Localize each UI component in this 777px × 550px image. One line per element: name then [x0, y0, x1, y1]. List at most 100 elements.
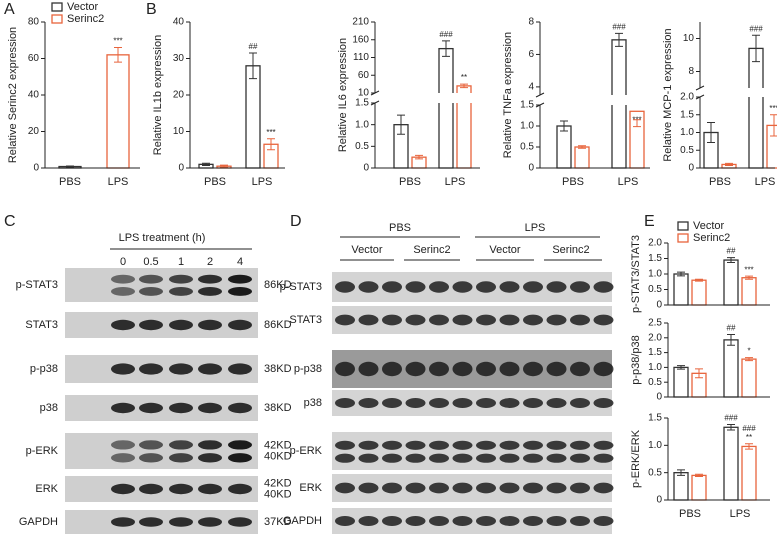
bar	[723, 339, 739, 398]
y-axis-title: Relative TNFa expression	[502, 32, 514, 158]
blot-band	[452, 440, 473, 450]
blot-band	[169, 453, 193, 463]
blot-band	[358, 440, 379, 450]
y-tick-label: 20	[28, 126, 40, 137]
blot-band	[111, 319, 135, 331]
blot-band	[228, 483, 252, 495]
y-tick-label: 10	[358, 88, 370, 99]
blot-band	[593, 482, 614, 494]
error-bar	[267, 138, 275, 151]
blot-band	[382, 440, 402, 450]
error-bar	[615, 32, 623, 47]
error-bar	[725, 162, 733, 167]
blot-band	[382, 453, 402, 463]
lane-label: 2	[207, 256, 213, 268]
blot-band	[111, 402, 135, 414]
y-tick-label: 0	[656, 495, 662, 506]
x-tick-label: LPS	[445, 176, 466, 188]
blot-band	[358, 398, 379, 408]
blot-band	[523, 361, 543, 377]
significance-label: ###	[612, 22, 626, 31]
blot-band	[198, 453, 222, 463]
blot-size: 86KD	[264, 319, 292, 331]
error-bar	[578, 145, 586, 149]
blot-band	[429, 361, 449, 377]
blot-band	[228, 274, 252, 284]
blot-row-label: p38	[304, 397, 322, 409]
axis-break-gap	[694, 88, 775, 97]
y-tick-label: 0.5	[648, 377, 662, 388]
y-tick-label: 1.0	[648, 440, 662, 451]
significance-label: **	[746, 433, 752, 442]
bar	[723, 259, 739, 306]
error-bar	[397, 114, 405, 135]
y-tick-label: 0.5	[648, 284, 662, 295]
error-bar	[727, 424, 735, 431]
y-tick-label: 1.0	[520, 121, 534, 132]
error-bar	[560, 120, 568, 132]
blot-band	[476, 453, 496, 463]
blot-band	[570, 453, 590, 463]
bar	[748, 47, 764, 169]
blot-band	[358, 314, 379, 326]
error-bar	[727, 334, 735, 346]
blot-band	[523, 440, 543, 450]
blot-row-label: ERK	[35, 483, 58, 495]
blot-row-label: p38	[40, 402, 58, 414]
blot-band	[169, 274, 193, 284]
error-bar	[745, 275, 753, 280]
y-tick-label: 160	[352, 34, 369, 45]
y-tick-label: 60	[28, 53, 40, 64]
x-tick-label: PBS	[59, 176, 81, 188]
blot-band	[139, 274, 163, 284]
blot-row-label: GAPDH	[283, 515, 322, 527]
significance-label: ##	[249, 42, 258, 51]
blot-band	[405, 361, 426, 377]
error-bar	[677, 365, 685, 370]
blot-band	[476, 516, 496, 526]
blot-band	[382, 281, 402, 293]
blot-band	[111, 274, 135, 284]
bar	[673, 366, 689, 398]
blot-band	[228, 517, 252, 527]
blot-band	[139, 287, 163, 296]
axis-break-gap	[534, 95, 650, 105]
group-label: LPS	[525, 222, 546, 234]
blot-band	[228, 287, 252, 296]
blot-band	[139, 517, 163, 527]
blot-band	[198, 483, 222, 495]
significance-label: *	[747, 347, 750, 356]
blot-row-label: ERK	[299, 482, 322, 494]
blot-band	[570, 516, 590, 526]
y-tick-label: 0.5	[520, 142, 534, 153]
blot-band	[570, 398, 590, 408]
blot-band	[358, 361, 379, 377]
blot-band	[429, 453, 449, 463]
error-bar	[707, 122, 715, 143]
blot-row-label: STAT3	[25, 319, 58, 331]
y-tick-label: 8	[688, 66, 694, 77]
blot-band	[452, 281, 473, 293]
y-tick-label: 0.5	[680, 145, 694, 156]
y-tick-label: 1.5	[648, 253, 662, 264]
x-tick-label: PBS	[204, 176, 226, 188]
blot-band	[476, 482, 496, 494]
bar	[741, 445, 757, 501]
error-bar	[745, 357, 753, 362]
blot-row-label: p-p38	[30, 363, 58, 375]
blot-band	[499, 281, 520, 293]
y-tick-label: 1.5	[520, 100, 534, 111]
blot-band	[228, 319, 252, 331]
y-tick-label: 1.5	[648, 347, 662, 358]
blot-band	[546, 516, 567, 526]
error-bar	[249, 52, 257, 80]
blot-band	[523, 482, 543, 494]
blot-band	[405, 516, 426, 526]
y-axis-title: p-ERK/ERK	[630, 429, 642, 488]
blot-band	[198, 440, 222, 450]
y-axis-title: Relative IL6 expression	[337, 38, 349, 152]
blot-row-label: STAT3	[289, 314, 322, 326]
y-tick-label: 10	[683, 33, 695, 44]
x-tick-label: PBS	[679, 508, 701, 520]
blot-band	[476, 314, 496, 326]
